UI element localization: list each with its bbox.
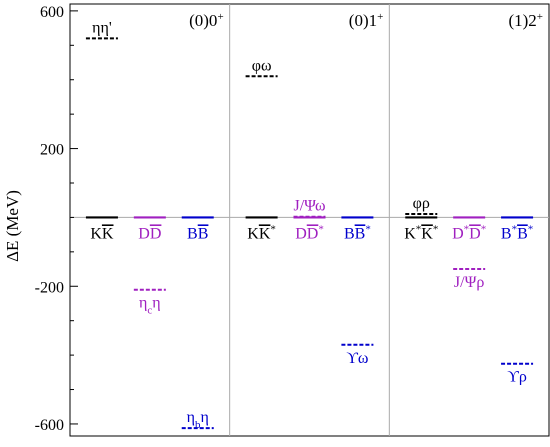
level-label: J/Ψρ	[454, 274, 484, 291]
threshold-label: BB	[187, 225, 208, 242]
threshold-label: BB*	[344, 223, 371, 242]
y-tick-label: -200	[35, 279, 64, 296]
plot-border	[69, 3, 550, 437]
y-axis: 600 200 -200 -600	[35, 4, 78, 434]
energy-levels: (0)0+ KK ηη' DD ηcη BB ηbη (0)1+ KK* φω DD* J/Ψω BB*…	[85, 11, 543, 431]
threshold-label: D*D*	[452, 223, 486, 242]
threshold-label: KK*	[247, 223, 276, 242]
level-label: J/Ψω	[294, 198, 326, 215]
threshold-label: DD	[138, 225, 161, 242]
threshold-label: DD*	[295, 223, 324, 242]
threshold-label: B*B*	[501, 223, 533, 242]
y-tick-label: -600	[35, 417, 64, 434]
y-axis-label: ΔE (MeV)	[3, 190, 22, 262]
panel-title: (0)1+	[349, 11, 384, 30]
level-label: φρ	[413, 195, 430, 212]
level-label: ϒρ	[507, 369, 527, 386]
plot-frame	[69, 3, 550, 437]
panel-title: (0)0+	[189, 11, 224, 30]
y-tick-label: 600	[40, 4, 64, 21]
y-tick-label: 200	[40, 142, 64, 159]
level-label: ϒω	[346, 350, 368, 367]
threshold-label: KK	[90, 225, 114, 242]
panel-title: (1)2+	[508, 11, 543, 30]
level-label: ηη'	[92, 19, 112, 36]
level-label: ηcη	[139, 295, 161, 317]
threshold-label: K*K*	[404, 223, 438, 242]
level-label: ηbη	[187, 409, 209, 431]
level-label: φω	[252, 57, 272, 74]
